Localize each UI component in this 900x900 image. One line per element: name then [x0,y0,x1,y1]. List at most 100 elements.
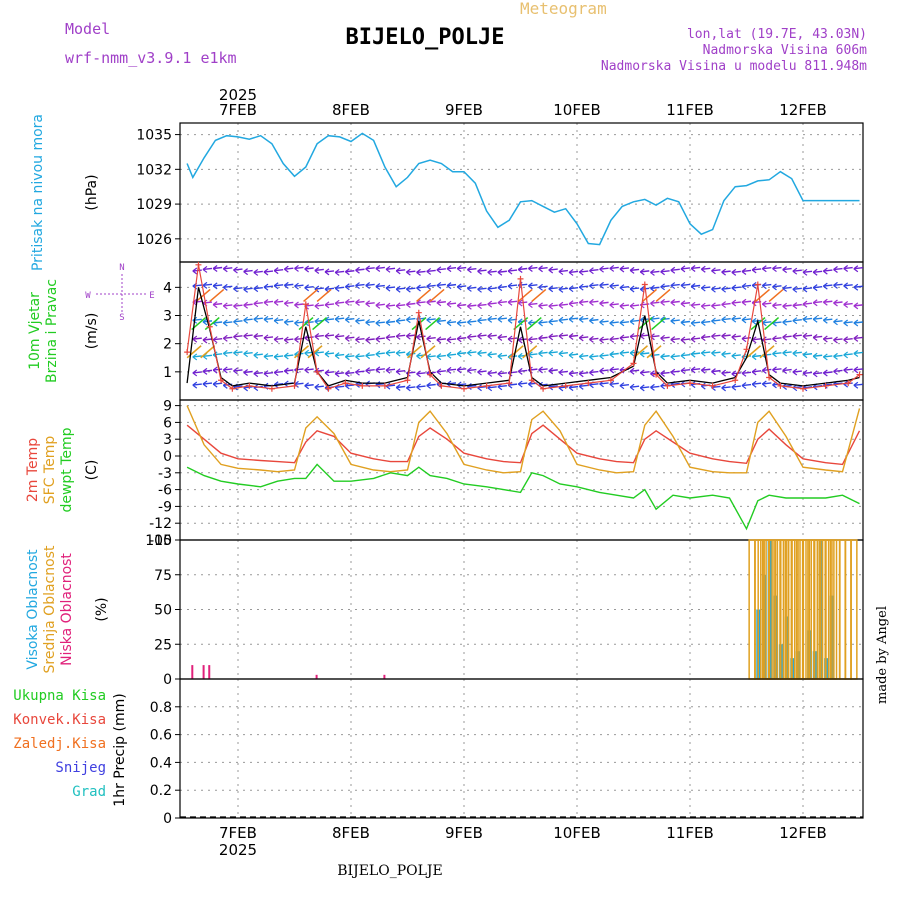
tick-label: -9 [158,499,172,515]
wind-arrow-head [497,334,503,341]
wind-arrow-head [578,370,584,378]
wind-arrow-head [456,265,462,273]
wind-arrow-head [222,265,228,273]
wind-arrow [202,267,213,271]
wind-arrow [396,269,406,272]
wind-arrow [365,283,375,287]
gust-arrow [200,345,216,359]
wind-arrow-head [467,284,472,292]
compass-north: N [119,263,124,273]
tick-label: 0 [163,449,172,465]
wind-arrow [731,372,741,375]
wind-arrow-head [578,353,584,361]
wind-arrow-head [822,298,828,306]
precip-legend: Zaledj.Kisa [13,736,106,752]
gust-arrow [312,317,328,331]
wind-arrow-head [660,283,665,291]
wind-arrow-head [192,353,198,361]
gust-arrow [420,345,436,359]
wind-arrow [853,285,863,288]
wind-arrow-head [599,265,604,273]
wind-arrow-head [812,333,818,341]
wind-arrow-head [670,266,676,274]
wind-arrow [487,302,497,305]
wind-arrow [782,286,792,290]
wind-arrow-head [477,317,482,325]
wind-arrow-head [822,267,828,275]
wind-arrow-head [772,335,777,343]
wind-arrow-head [436,336,442,344]
credit: made by Angel [875,606,890,704]
wind-arrow [375,352,385,355]
wind-arrow [436,301,446,304]
wind-arrow [670,268,680,271]
wind-arrow-head [599,352,604,360]
wind-arrow [253,301,263,305]
wind-arrow [253,270,263,274]
wind-arrow-head [304,284,310,292]
gust-marker [641,281,648,288]
wind-arrow-head [558,316,564,324]
tick-label: 0 [163,811,172,827]
wind-arrow [355,319,365,322]
wind-arrow-head [690,366,696,374]
wind-arrow-head [578,268,584,276]
wind-arrow-head [619,382,625,390]
wind-arrow [569,353,579,356]
wind-arrow [589,355,599,358]
wind-arrow [772,303,782,307]
wind-arrow-head [283,281,289,289]
meteogram-label: Meteogram [520,0,607,18]
wind-arrow [853,351,863,355]
gust-marker [607,377,614,384]
wind-arrow [650,270,660,274]
gust-arrow [655,288,671,302]
year-label-top: 2025 [219,86,257,104]
wind-arrow-head [619,284,625,292]
wind-arrow [477,334,487,337]
wind-arrow [243,269,253,273]
wind-arrow-head [395,317,401,325]
wind-arrow-head [721,301,726,309]
wind-arrow [294,321,304,324]
unit-label: 1hr Precip (mm) [112,693,128,806]
wind-arrow-head [528,336,533,344]
wind-arrow [213,353,223,356]
wind-arrow [304,267,314,270]
wind-arrow [355,370,365,373]
wind-arrow-head [426,316,432,324]
wind-arrow-head [436,368,442,376]
wind-arrow-head [283,367,289,375]
top-date-axis: 2025 [219,86,257,104]
wind-arrow [853,383,863,386]
wind-arrow-head [751,266,757,274]
wind-arrow [263,270,274,273]
wind-arrow [518,369,528,373]
wind-arrow [487,334,497,337]
gust-arrow [755,288,771,302]
wind-arrow-head [507,316,513,324]
wind-arrow [202,354,213,358]
wind-arrow-head [792,317,798,325]
wind-arrow [365,353,375,357]
gust-marker [845,380,852,387]
wind-arrow [640,386,650,389]
gust-marker [743,346,750,353]
wind-arrow-head [772,350,777,358]
wind-arrow-head [731,299,737,307]
wind-arrow-head [344,370,350,377]
tick-label: 1029 [136,197,172,213]
panel-5: 0 0.2 0.4 0.6 0.8 Ukupna Kisa Konvek.Kisa Zaled… [13,678,864,827]
wind-arrow [619,321,630,324]
wind-arrow [467,320,477,323]
panel-frame [179,678,864,819]
wind-arrow [802,386,813,389]
wind-arrow [691,337,701,340]
wind-arrow-head [446,282,452,290]
wind-arrow [579,354,589,358]
wind-arrow [497,335,507,339]
model-altitude: Nadmorska Visina u modelu 811.948m [601,59,867,74]
wind-arrow [233,369,243,372]
wind-arrow [792,334,802,337]
wind-arrow-head [802,285,808,293]
